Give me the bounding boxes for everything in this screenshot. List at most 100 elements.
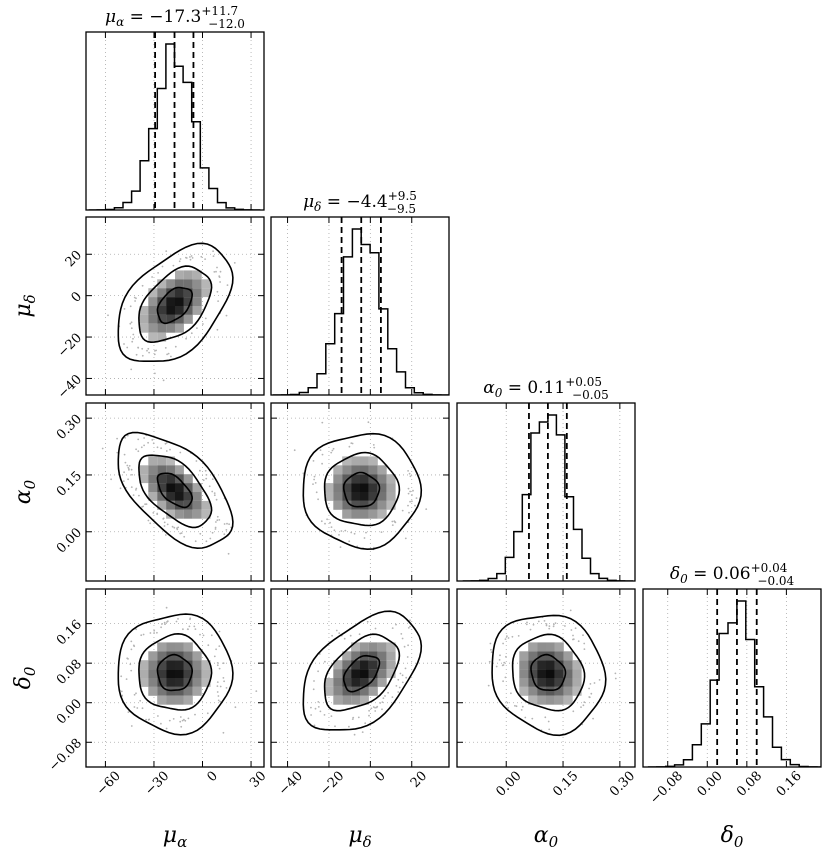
sample-point (179, 720, 182, 723)
sample-point (320, 520, 323, 523)
y-tick-label: 0.08 (54, 657, 85, 688)
sample-point (592, 717, 594, 720)
sample-point (185, 337, 188, 340)
density-cell (563, 695, 573, 705)
title-symbol: δ (670, 564, 680, 584)
sample-point (184, 719, 187, 722)
sample-point (216, 664, 219, 667)
sample-point (217, 695, 220, 697)
density-cell (351, 669, 360, 678)
sample-point (504, 676, 507, 679)
density-cell (166, 483, 175, 492)
sample-point (228, 523, 231, 526)
panel-frame (85, 588, 265, 768)
density-cell (157, 314, 167, 324)
sample-point (529, 628, 532, 631)
density-cell (537, 678, 546, 687)
density-cell (139, 314, 149, 324)
density-cell (351, 474, 360, 484)
sample-point (411, 494, 413, 496)
sample-point (212, 250, 215, 253)
sample-point (598, 679, 601, 681)
sample-point (116, 437, 118, 440)
density-cell (368, 500, 378, 510)
title-minus: −9.5 (387, 202, 416, 216)
sample-point (225, 529, 228, 531)
axis-subscript: 0 (549, 833, 559, 851)
sample-point (344, 529, 347, 532)
sample-point (123, 308, 126, 310)
density-cell (139, 306, 149, 315)
sample-point (212, 255, 215, 257)
density-cell (554, 669, 564, 678)
sample-point (352, 716, 355, 719)
contour-1 (156, 286, 194, 325)
density-cell (201, 660, 211, 670)
sample-point (126, 434, 129, 437)
contour-2 (323, 451, 401, 527)
density-cell (528, 686, 538, 696)
sample-point (128, 465, 131, 467)
sample-point (185, 257, 188, 259)
density-cell (192, 492, 202, 501)
sample-point (132, 333, 135, 336)
sample-point (166, 353, 169, 356)
density-cell (377, 483, 387, 492)
density-cell (166, 669, 175, 678)
density-cell (166, 660, 175, 670)
sample-point (219, 700, 222, 703)
density-cell (554, 686, 564, 696)
panel-bg (643, 589, 821, 767)
density-cell (148, 456, 158, 466)
sample-point (401, 637, 404, 640)
sample-point (147, 347, 150, 350)
sample-point (160, 447, 163, 450)
sample-point (331, 449, 334, 452)
density-cell (201, 279, 211, 289)
title-symbol: μ (105, 7, 116, 27)
sample-point (219, 281, 222, 283)
density-cell (377, 660, 387, 670)
density-cell (183, 509, 193, 519)
density-cell (201, 288, 211, 298)
sample-point (511, 635, 514, 638)
sample-point (502, 664, 505, 666)
axis-symbol: μ (348, 823, 362, 848)
density-cell (351, 651, 360, 661)
sample-point (177, 618, 179, 620)
density-cell (192, 288, 202, 298)
density-cell (333, 669, 343, 678)
density-cell (148, 288, 158, 298)
sample-point (149, 522, 152, 525)
density-cell (572, 669, 582, 678)
sample-point (310, 714, 312, 716)
sample-point (126, 464, 129, 467)
density-1-0 (107, 242, 236, 382)
sample-point (317, 498, 319, 501)
density-cell (519, 651, 529, 661)
sample-point (503, 661, 506, 664)
density-cell (537, 660, 546, 670)
density-cell (342, 492, 352, 501)
sample-point (167, 352, 170, 355)
sample-point (375, 706, 378, 709)
sample-point (374, 627, 377, 630)
sample-point (401, 674, 404, 677)
sample-point (226, 284, 229, 286)
sample-point (156, 512, 159, 515)
y-tick-label: −0.08 (46, 736, 85, 775)
sample-point (505, 655, 507, 658)
sample-point (123, 471, 125, 474)
density-cell (528, 669, 538, 678)
sample-point (205, 540, 208, 543)
sample-point (213, 655, 216, 658)
sample-point (136, 707, 139, 709)
sample-point (213, 492, 216, 494)
density-cell (192, 483, 202, 492)
sample-point (614, 677, 617, 680)
sample-point (499, 654, 501, 657)
density-cell (175, 660, 184, 670)
sample-point (409, 625, 411, 628)
density-cell (377, 651, 387, 661)
sample-point (225, 314, 228, 317)
